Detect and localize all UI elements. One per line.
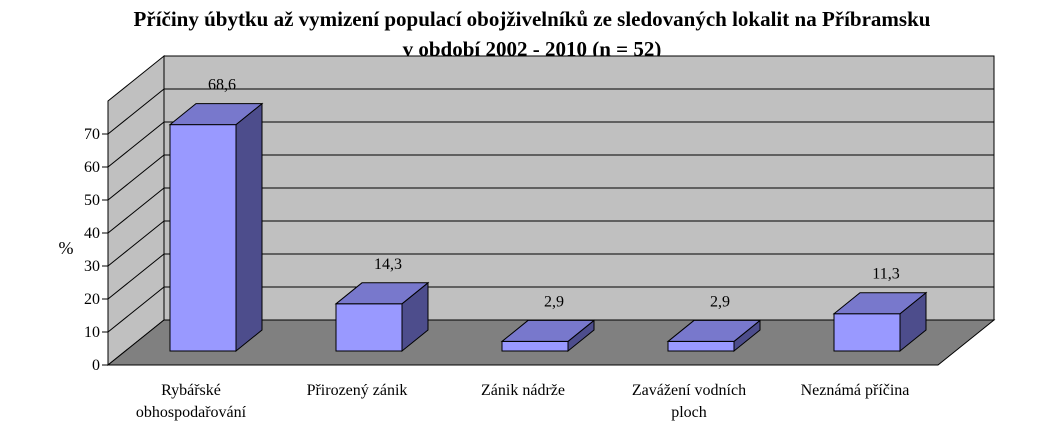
data-label: 11,3: [872, 266, 899, 283]
x-tick-label: Neznámá příčina: [801, 382, 910, 399]
bar-top: [832, 292, 928, 315]
bar: [169, 124, 237, 352]
bar-top: [666, 319, 762, 342]
data-label: 2,9: [544, 293, 564, 310]
y-tick-label: 0: [92, 357, 100, 374]
gridline: [107, 187, 994, 234]
gridline: [107, 253, 994, 300]
x-tick-label: obhospodařování: [136, 404, 247, 421]
gridline: [107, 286, 994, 333]
x-tick-label: Zánik nádrže: [481, 382, 565, 399]
x-tick-label: ploch: [671, 404, 707, 421]
x-tick-label: Rybářské: [161, 382, 221, 399]
bar: [501, 340, 569, 352]
bar-top: [334, 282, 430, 305]
chart-title-line-1: Příčiny úbytku až vymizení populací oboj…: [133, 7, 931, 31]
bar: [335, 303, 403, 352]
gridline: [107, 220, 994, 267]
y-tick-label: 30: [84, 258, 100, 275]
data-label: 2,9: [710, 293, 730, 310]
bar: [667, 340, 735, 352]
y-tick-label: 70: [84, 126, 100, 143]
x-tick-label: Přirozený zánik: [307, 382, 408, 399]
x-tick-label: Zavážení vodních: [632, 382, 746, 399]
data-label: 14,3: [374, 256, 402, 273]
y-tick-label: 50: [84, 192, 100, 209]
y-tick-label: 60: [84, 159, 100, 176]
gridline: [107, 154, 994, 201]
y-tick-label: 10: [84, 324, 100, 341]
bar-top: [500, 319, 596, 342]
data-label: 68,6: [208, 77, 236, 94]
bar: [833, 313, 901, 352]
chart-title: Příčiny úbytku až vymizení populací oboj…: [0, 4, 1064, 64]
y-axis-label: %: [59, 238, 74, 258]
bar-side: [235, 102, 263, 353]
bar-top: [168, 103, 264, 126]
y-tick-label: 40: [84, 225, 100, 242]
gridline: [107, 121, 994, 168]
gridline: [107, 88, 994, 135]
y-tick-label: 20: [84, 291, 100, 308]
